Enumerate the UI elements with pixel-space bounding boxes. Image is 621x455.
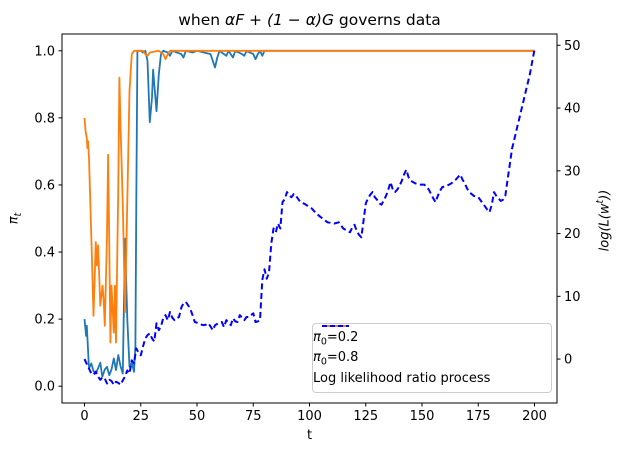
pi-subscript: t [13, 212, 25, 217]
legend-item-pi0-0.8: π0=0.8 [313, 325, 551, 369]
y-tick-label-left: 0.0 [34, 380, 55, 395]
y-tick-label-right: 20 [564, 227, 581, 242]
legend-label: π0=0.8 [313, 350, 359, 369]
title-suffix: governs data [333, 11, 441, 29]
y-tick-label-right: 10 [564, 290, 581, 305]
legend-label: Log likelihood ratio process [313, 371, 491, 387]
x-tick-label: 150 [410, 409, 435, 424]
title-prefix: when [178, 11, 225, 29]
x-tick-label: 175 [466, 409, 491, 424]
y-tick-label-left: 0.8 [34, 111, 55, 126]
x-tick-label: 200 [522, 409, 547, 424]
pi-symbol: π [6, 216, 22, 225]
y-tick-label-left: 0.4 [34, 246, 55, 261]
y-tick-label-left: 0.2 [34, 313, 55, 328]
loglik-label-sup: t [595, 199, 607, 204]
legend-label: π0=0.2 [313, 329, 359, 348]
y-tick-label-right: 30 [564, 164, 581, 179]
legend-item-log-likelihood: Log likelihood ratio process [313, 325, 551, 389]
y-axis-label-right: log(L(wt)) [595, 161, 613, 281]
loglik-label-post: )) [597, 189, 613, 200]
y-tick-label-right: 50 [564, 39, 581, 54]
series-line-0 [83, 49, 535, 378]
y-axis-label-left: πt [6, 169, 25, 269]
x-tick-label: 75 [245, 409, 262, 424]
loglik-label-pre: log(L(w [597, 203, 613, 252]
y-tick-label-left: 1.0 [34, 44, 55, 59]
x-tick-label: 25 [132, 409, 149, 424]
x-axis-label: t [306, 428, 313, 443]
legend: π0=0.2 π0=0.8 Log likelihood ratio proce… [312, 323, 552, 393]
legend-line-sample-dashed [322, 325, 349, 327]
chart-title: when αF + (1 − α)G governs data [62, 11, 557, 29]
x-tick-label: 50 [189, 409, 206, 424]
title-math: αF + (1 − α)G [224, 11, 334, 29]
x-tick-label: 100 [297, 409, 322, 424]
y-tick-label-right: 0 [564, 353, 572, 368]
x-tick-label: 125 [353, 409, 378, 424]
y-tick-label-right: 40 [564, 102, 581, 117]
legend-item-pi0-0.2: π0=0.2 [313, 325, 551, 348]
y-tick-label-left: 0.6 [34, 178, 55, 193]
series-line-1 [83, 49, 535, 344]
x-tick-label: 0 [80, 409, 88, 424]
